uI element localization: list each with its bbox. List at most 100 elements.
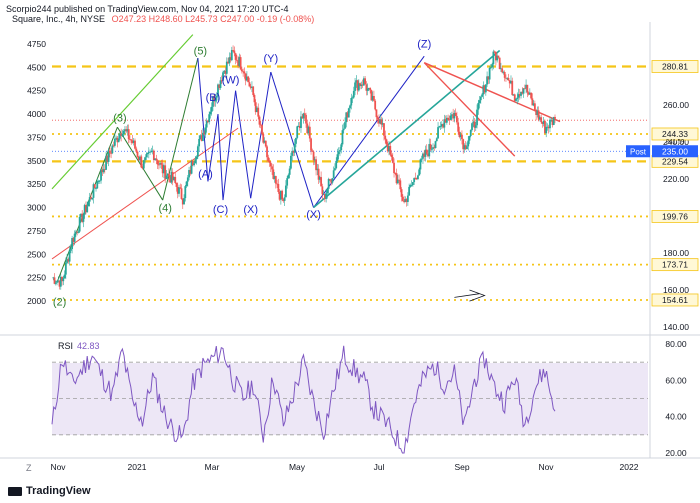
wave-3-4 <box>116 126 164 201</box>
timezone-button[interactable]: Z <box>26 463 32 473</box>
price-candle <box>552 116 555 126</box>
price-candle <box>122 131 125 135</box>
price-candle <box>259 124 262 126</box>
price-candle <box>379 119 382 124</box>
rsi-legend-name[interactable]: RSI <box>58 341 74 351</box>
time-axis-tick-label: Sep <box>454 462 469 472</box>
price-candle <box>186 177 189 182</box>
price-candle <box>108 150 111 154</box>
price-candle <box>346 112 349 118</box>
price-candle <box>334 168 336 171</box>
price-candle <box>545 126 548 134</box>
price-candle <box>450 114 453 116</box>
price-candle <box>166 173 169 176</box>
price-candle <box>515 98 517 101</box>
price-candle <box>420 158 423 160</box>
price-candle <box>472 121 475 124</box>
price-candle <box>380 119 383 125</box>
price-candle <box>125 129 128 132</box>
wave-w <box>222 90 237 201</box>
price-candle <box>222 72 224 81</box>
symbol-title[interactable]: Square, Inc., 4h, NYSE <box>12 14 106 24</box>
price-candle <box>440 124 443 127</box>
price-candle <box>266 146 268 158</box>
tradingview-logo[interactable]: TradingView <box>8 485 91 497</box>
price-candle <box>132 140 135 143</box>
price-candle <box>171 171 174 181</box>
price-candle <box>359 83 361 87</box>
price-candle <box>511 80 514 95</box>
price-candle <box>508 80 511 84</box>
price-candle <box>264 140 267 147</box>
price-candle <box>95 188 97 190</box>
level-tag-label: 199.76 <box>662 211 688 221</box>
price-candle <box>405 199 408 202</box>
price-candle <box>298 126 301 128</box>
price-candle <box>476 109 478 126</box>
price-candle <box>308 126 311 139</box>
price-candle <box>484 84 487 93</box>
left-axis-tick-label: 3250 <box>27 179 46 189</box>
price-candle <box>445 117 448 123</box>
price-candle <box>147 152 150 153</box>
price-candle <box>261 125 263 134</box>
price-candle <box>448 119 451 121</box>
price-candle <box>290 155 292 169</box>
price-candle <box>130 139 133 141</box>
wave-label: (A) <box>198 169 213 181</box>
price-candle <box>86 206 89 213</box>
chart-header: Scorpio244 published on TradingView.com,… <box>6 4 314 24</box>
price-candle <box>58 280 61 287</box>
wave-label: (W) <box>222 74 240 86</box>
price-candle <box>156 160 159 165</box>
price-candle <box>249 86 252 88</box>
price-candle <box>205 120 208 128</box>
price-candle <box>478 100 481 103</box>
price-candle <box>330 179 333 183</box>
price-candle <box>463 145 466 150</box>
price-candle <box>214 97 217 102</box>
time-axis-tick-label: Nov <box>538 462 554 472</box>
price-candle <box>329 179 331 180</box>
price-candle <box>292 150 295 153</box>
price-candle <box>218 84 221 88</box>
price-candle <box>409 185 412 187</box>
time-axis-tick-label: 2021 <box>128 462 147 472</box>
price-candle <box>383 123 385 136</box>
price-candle <box>102 169 105 173</box>
level-tag-label: 154.61 <box>662 295 688 305</box>
price-candle <box>63 274 66 279</box>
price-candle <box>155 158 158 161</box>
price-candle <box>72 238 75 242</box>
price-candle <box>540 117 543 122</box>
price-candle <box>140 156 143 168</box>
price-candle <box>66 259 68 263</box>
price-candle <box>120 133 123 136</box>
wave-b <box>207 114 219 182</box>
price-candle <box>447 117 450 120</box>
price-candle <box>152 150 155 161</box>
price-candle <box>184 186 187 199</box>
price-candle <box>316 168 319 171</box>
price-candle <box>513 94 516 101</box>
ohlc-values: O247.23 H248.60 L245.73 C247.00 -0.19 (-… <box>111 14 315 24</box>
price-candle <box>223 70 226 73</box>
price-candle <box>127 129 130 140</box>
price-candle <box>117 138 120 143</box>
right-axis-tick-label: 140.00 <box>663 322 689 332</box>
price-candle <box>312 151 315 161</box>
price-candle <box>492 51 495 65</box>
price-candle <box>170 171 173 183</box>
price-candle <box>254 102 257 113</box>
wave-c <box>217 114 224 201</box>
price-candle <box>396 179 399 184</box>
left-axis-tick-label: 3500 <box>27 156 46 166</box>
price-candle <box>228 57 231 64</box>
wave-x1 <box>235 90 252 199</box>
price-candle <box>149 151 151 153</box>
price-candle <box>164 165 167 179</box>
price-candle <box>419 159 422 170</box>
price-candle <box>520 91 522 96</box>
price-candle <box>131 140 134 143</box>
